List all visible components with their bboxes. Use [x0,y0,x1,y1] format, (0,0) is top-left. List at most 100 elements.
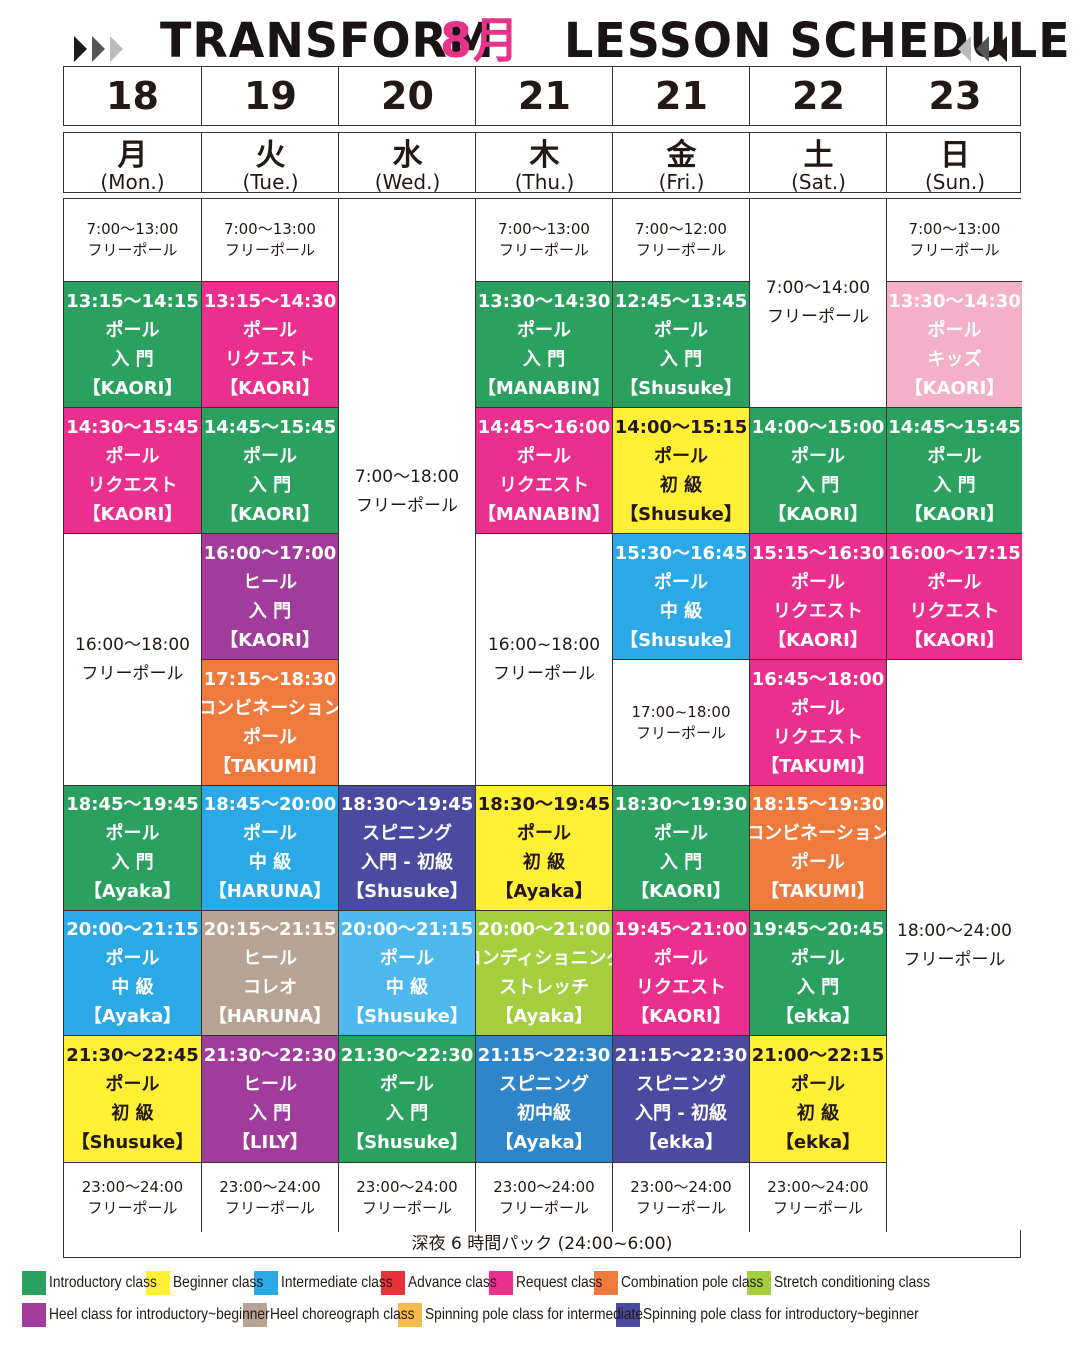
free-pole-block: 23:00〜24:00 フリーポール [338,1162,475,1232]
title-bar: TRANSFORM 8月 LESSON SCHEDULE [0,11,1080,69]
time-range: 18:00〜24:00 [897,921,1012,941]
weekday-english: (Fri.) [658,170,705,194]
class-label: フリーポール [87,241,178,259]
class-label: ポール [380,1074,434,1095]
class-label: リクエスト [773,726,863,748]
time-range: 17:15〜18:30 [203,668,337,690]
lesson-block: 17:15〜18:30 コンビネーション ポール 【TAKUMI】 [201,659,338,785]
class-label: ポール [517,319,571,341]
schedule-grid: 7:00〜13:00 フリーポール 13:15〜14:15 ポール入 門【KAORI】… [63,198,1022,1232]
time-range: 13:30〜14:30 [888,290,1021,312]
time-range: 12:45〜13:45 [614,290,748,312]
weekday-kanji: 水 [392,138,423,173]
lesson-block: 14:45〜15:45 ポール入 門【KAORI】 [886,407,1022,533]
time-range: 23:00〜24:00 [356,1177,458,1196]
free-pole-block: 17:00~18:00 フリーポール [612,659,749,785]
legend-swatch [488,1271,513,1295]
class-label: ポール [105,445,160,467]
weekday-cell: 月 (Mon.) [64,133,201,193]
lesson-block: 15:15〜16:30 ポール リクエスト 【KAORI】 [749,533,886,659]
instructor-name: 【KAORI】 [631,1006,731,1027]
class-label: コンビネーション [749,823,886,844]
lesson-block: 14:45〜15:45 ポール入 門【KAORI】 [201,407,338,533]
class-label: 入 門 [111,852,154,873]
free-pole-block: 16:00~18:00 フリーポール [475,533,612,785]
date-cell: 21 [475,67,613,125]
legend-item: Spinning pole class for introductory~beg… [616,1303,919,1327]
dates-row: 18 19 20 21 21 22 23 [63,66,1021,126]
weekday-english: (Thu.) [514,170,575,194]
arrow-left-icon [958,36,971,62]
class-label: フリーポール [909,241,1000,259]
time-range: 15:30〜16:45 [614,542,748,564]
class-label: ポール [654,571,708,593]
weekday-kanji: 土 [803,138,834,173]
time-range: 18:30〜19:45 [340,794,474,815]
legend-swatch [145,1271,170,1295]
arrow-right-icon [92,36,105,62]
instructor-name: 【Ayaka】 [495,1132,593,1153]
free-pole-block: 18:00〜24:00 フリーポール [886,659,1022,1232]
instructor-name: 【TAKUMI】 [761,755,875,777]
weekday-kanji: 月 [117,138,148,173]
lesson-block: 16:45〜18:00 ポール リクエスト 【TAKUMI】 [749,659,886,785]
class-label: ポール [927,445,982,467]
time-range: 14:00〜15:00 [751,416,885,438]
class-label: 初 級 [796,1103,840,1124]
lesson-block: 21:30〜22:30 ポール入 門【Shusuke】 [338,1035,475,1162]
class-label: ポール [927,571,982,593]
free-pole-block: 7:00〜18:00 フリーポール [338,199,475,785]
time-range: 7:00〜13:00 [908,220,1001,238]
lesson-block: 13:15〜14:15 ポール入 門【KAORI】 [64,281,201,407]
title-month: 8月 [440,11,521,69]
lesson-block: 20:00〜21:15 ポール中 級【Ayaka】 [64,910,201,1035]
time-range: 21:30〜22:30 [203,1045,337,1066]
legend-label: Advance class [408,1274,498,1291]
lesson-block: 20:00〜21:00 コンディショニングストレッチ【Ayaka】 [475,910,612,1035]
instructor-name: 【Shusuke】 [346,1132,468,1153]
legend-label: Request class [515,1274,603,1291]
legend-item: Spinning pole class for intermediate [397,1303,643,1327]
legend-swatch [616,1303,641,1327]
class-label: 中 級 [659,600,703,622]
class-label: ポール [654,319,708,341]
time-range: 23:00〜24:00 [81,1177,184,1196]
class-label: リクエスト [909,600,1000,622]
legend-swatch [594,1271,619,1295]
class-label: 入 門 [248,600,292,622]
arrow-left-icon [994,36,1007,62]
time-range: 19:45〜21:00 [614,919,748,940]
date-cell: 18 [106,74,159,118]
lesson-block: 21:15〜22:30 スピニング 入門 - 初級 【ekka】 [612,1035,749,1162]
time-range: 7:00〜13:00 [224,220,316,238]
lesson-block: 15:30〜16:45 ポール中 級【Shusuke】 [612,533,749,659]
time-range: 15:15〜16:30 [751,542,885,564]
legend-label: Stretch conditioning class [774,1274,931,1291]
class-label: ヒール [243,948,297,969]
legend-row: Introductory class Beginner class Intermed… [22,1270,931,1296]
class-label: ポール [105,948,160,969]
class-label: コレオ [243,977,297,998]
free-pole-block: 23:00〜24:00 フリーポール [201,1162,338,1232]
lesson-block: 20:15〜21:15 ヒール コレオ 【HARUNA】 [201,910,338,1035]
legend-swatch [397,1303,422,1327]
class-label: コンビネーション [201,697,338,719]
instructor-name: 【KAORI】 [82,503,183,525]
class-label: ヒール [243,571,297,593]
class-label: ヒール [243,1074,297,1095]
time-range: 21:15〜22:30 [614,1045,748,1066]
time-range: 23:00〜24:00 [767,1177,869,1196]
weekday-kanji: 金 [666,138,697,173]
free-pole-block: 7:00〜13:00 フリーポール [886,199,1022,281]
class-label: ポール [517,823,571,844]
instructor-name: 【KAORI】 [768,629,868,651]
legend-swatch [22,1271,46,1295]
instructor-name: 【KAORI】 [631,881,731,902]
lesson-block: 18:30〜19:45 スピニング 入門 - 初級 【Shusuke】 [338,785,475,910]
instructor-name: 【Shusuke】 [620,629,742,651]
time-range: 20:15〜21:15 [203,919,337,940]
class-label: フリーポール [498,241,589,259]
class-label: フリーポール [493,663,595,684]
legend-label: Heel choreograph class [269,1306,415,1323]
class-label: ポール [791,571,845,593]
